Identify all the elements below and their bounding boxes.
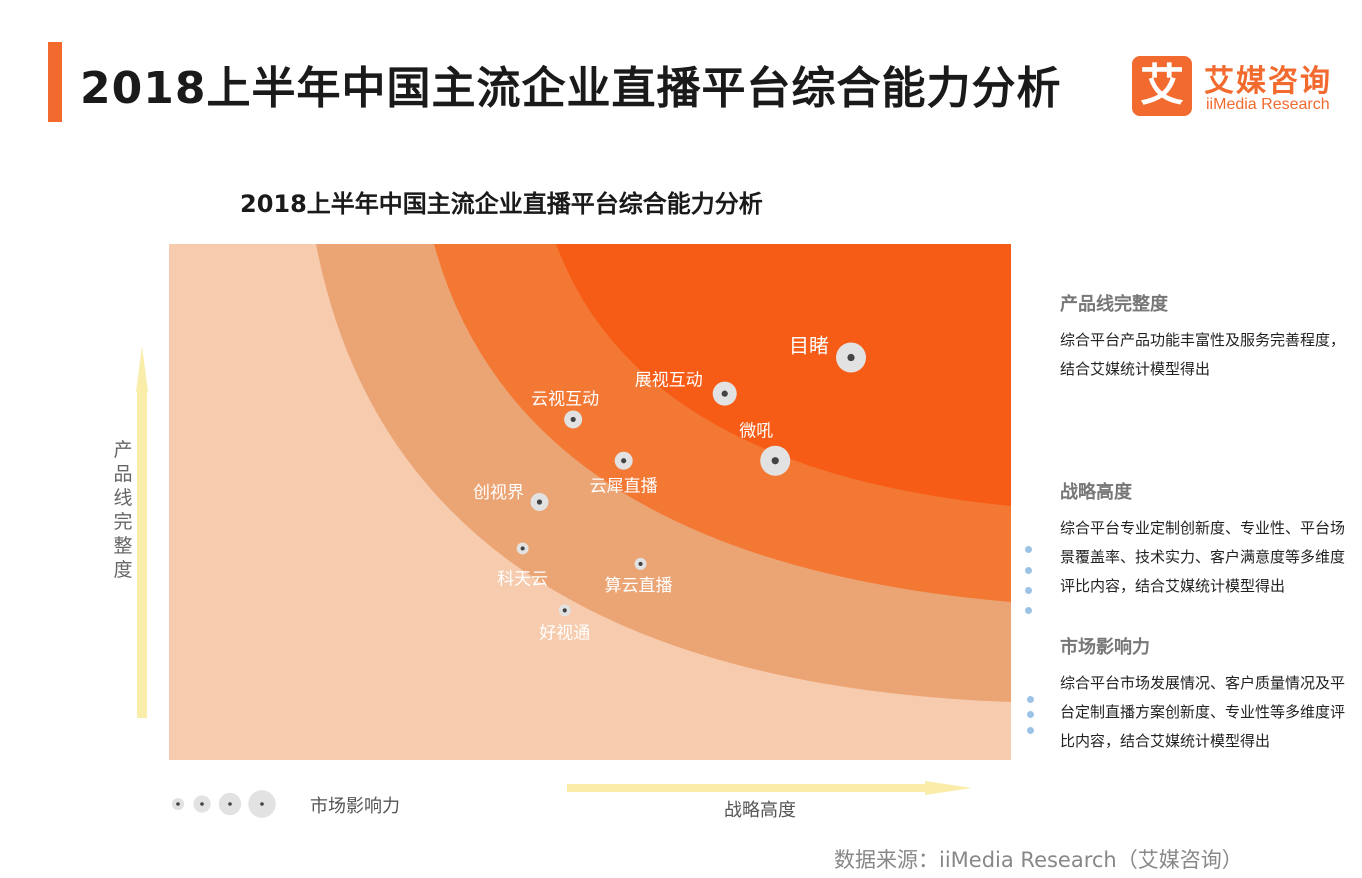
point-label: 科天云 [497, 569, 548, 589]
scatter-point-center [721, 390, 728, 397]
scatter-point-center [638, 561, 643, 567]
side-section-product-line: 产品线完整度 综合平台产品功能丰富性及服务完善程度，结合艾媒统计模型得出 [1060, 290, 1356, 384]
side-heading-product-line: 产品线完整度 [1060, 294, 1168, 315]
page-title: 2018上半年中国主流企业直播平台综合能力分析 [80, 63, 1062, 114]
side-bullet [1027, 696, 1034, 703]
y-axis-label: 产品线完整度 [113, 439, 133, 581]
point-label: 微吼 [739, 422, 773, 442]
x-axis-label: 战略高度 [724, 800, 796, 821]
zone-top [556, 244, 1011, 506]
logo-mark: 艾 [1132, 56, 1192, 116]
size-legend-marker-center [260, 802, 264, 806]
x-axis-arrow-head [925, 781, 972, 795]
size-legend-label: 市场影响力 [310, 796, 400, 817]
side-heading-market: 市场影响力 [1060, 637, 1150, 658]
y-axis-arrow-shaft [137, 390, 147, 718]
side-bullet [1025, 567, 1032, 574]
side-bullet [1025, 546, 1032, 553]
size-legend-marker-center [200, 802, 204, 806]
scatter-point-center [570, 416, 576, 423]
side-text-market: 综合平台市场发展情况、客户质量情况及平台定制直播方案创新度、专业性等多维度评比内… [1060, 674, 1346, 750]
point-label: 创视界 [473, 483, 524, 503]
scatter-point-center [847, 353, 855, 362]
size-legend-marker-center [228, 802, 232, 806]
side-text-product-line: 综合平台产品功能丰富性及服务完善程度，结合艾媒统计模型得出 [1060, 331, 1346, 378]
side-bullet [1027, 727, 1034, 734]
scatter-point-center [520, 546, 525, 551]
chart-title: 2018上半年中国主流企业直播平台综合能力分析 [240, 190, 763, 218]
data-source: 数据来源：iiMedia Research（艾媒咨询） [834, 848, 1243, 872]
scatter-point-center [536, 499, 543, 505]
title-accent-bar [48, 42, 62, 122]
point-label: 展视互动 [635, 371, 703, 391]
point-label: 算云直播 [605, 576, 673, 596]
side-section-strategy: 战略高度 综合平台专业定制创新度、专业性、平台场景覆盖率、技术实力、客户满意度等… [1060, 478, 1356, 601]
point-label: 目睹 [789, 334, 829, 358]
y-axis-arrow-head [136, 346, 148, 392]
point-label: 好视通 [539, 623, 590, 643]
side-section-market: 市场影响力 综合平台市场发展情况、客户质量情况及平台定制直播方案创新度、专业性等… [1060, 633, 1356, 756]
scatter-point-center [562, 608, 567, 613]
point-label: 云犀直播 [590, 477, 658, 497]
logo-name-cn: 艾媒咨询 [1204, 64, 1332, 99]
scatter-point-center [771, 457, 779, 465]
side-bullet [1025, 587, 1032, 594]
scatter-point-center [621, 458, 627, 464]
size-legend-marker-center [176, 802, 180, 806]
logo-name-en: iiMedia Research [1206, 96, 1330, 113]
side-heading-strategy: 战略高度 [1060, 482, 1132, 503]
brand-logo: 艾 艾媒咨询 iiMedia Research [1132, 56, 1347, 120]
x-axis-arrow-shaft [567, 784, 927, 792]
side-bullet [1025, 607, 1032, 614]
point-label: 云视互动 [531, 389, 599, 409]
side-bullet [1027, 711, 1034, 718]
side-text-strategy: 综合平台专业定制创新度、专业性、平台场景覆盖率、技术实力、客户满意度等多维度评比… [1060, 519, 1346, 595]
